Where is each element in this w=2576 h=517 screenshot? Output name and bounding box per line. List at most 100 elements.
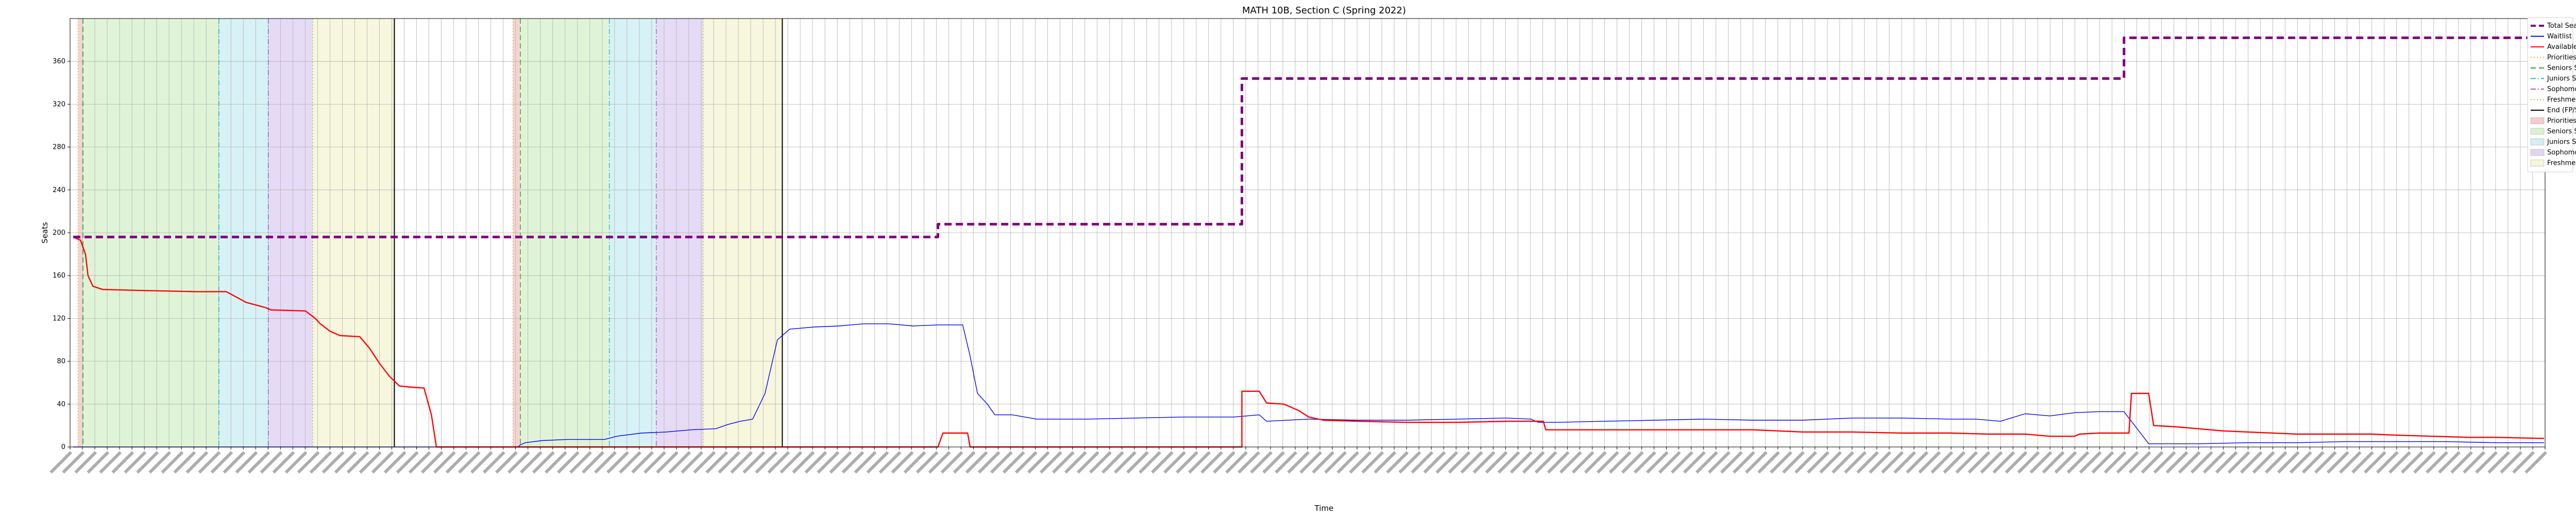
x-tick-label	[1398, 451, 1421, 474]
x-tick-label	[643, 451, 667, 474]
legend-label: Freshmen Start	[2547, 96, 2576, 104]
x-tick-label	[681, 451, 704, 474]
x-tick-label	[495, 451, 518, 474]
x-tick-label	[1287, 451, 1310, 474]
x-tick-label	[2388, 451, 2411, 474]
x-tick-label	[569, 451, 592, 474]
x-tick-label	[371, 451, 394, 474]
y-tick-label: 80	[57, 358, 65, 366]
x-tick-label	[1992, 451, 2015, 474]
x-tick-label	[990, 451, 1013, 474]
y-axis-label: Seats	[40, 222, 49, 244]
x-tick-label	[693, 451, 716, 474]
x-tick-label	[2289, 451, 2312, 474]
x-tick-label	[2190, 451, 2213, 474]
x-tick-label	[594, 451, 617, 474]
x-tick-label	[1324, 451, 1347, 474]
x-tick-label	[1720, 451, 1743, 474]
x-tick-label	[1782, 451, 1805, 474]
x-tick-label	[1646, 451, 1669, 474]
x-tick-label	[2524, 451, 2548, 474]
x-tick-label	[1534, 451, 1557, 474]
legend-label: Total Seats	[2547, 22, 2576, 30]
x-tick-label	[1200, 451, 1223, 474]
legend-label: Juniors Start	[2547, 139, 2576, 146]
x-tick-label	[1250, 451, 1273, 474]
x-tick-label	[1943, 451, 1966, 474]
x-tick-label	[940, 451, 963, 474]
x-tick-label	[408, 451, 431, 474]
x-tick-label	[2029, 451, 2053, 474]
x-tick-label	[2141, 451, 2164, 474]
x-tick-label	[532, 451, 555, 474]
x-tick-label	[817, 451, 840, 474]
x-tick-label	[2252, 451, 2275, 474]
x-tick-label	[1869, 451, 1892, 474]
x-tick-label	[235, 451, 258, 474]
x-tick-label	[1101, 451, 1124, 474]
x-tick-label	[705, 451, 728, 474]
x-tick-label	[1670, 451, 1693, 474]
x-tick-label	[841, 451, 865, 474]
x-tick-label	[520, 451, 543, 474]
x-tick-label	[582, 451, 604, 474]
x-tick-label	[1275, 451, 1298, 474]
x-tick-label	[161, 451, 184, 474]
x-tick-label	[1906, 451, 1929, 474]
x-tick-label	[148, 451, 172, 474]
x-tick-label	[2240, 451, 2263, 474]
x-tick-label	[656, 451, 679, 474]
x-tick-label	[346, 451, 369, 474]
x-tick-label	[1596, 451, 1619, 474]
x-tick-label	[1707, 451, 1731, 474]
x-tick-label	[1472, 451, 1496, 474]
x-tick-label	[1151, 451, 1174, 474]
x-tick-label	[1633, 451, 1656, 474]
y-tick-label: 280	[53, 144, 65, 151]
x-tick-label	[2364, 451, 2386, 474]
series-total-seats	[73, 36, 2544, 238]
legend-swatch-sophomores-start	[2530, 149, 2545, 156]
x-tick-label	[2413, 451, 2436, 474]
x-tick-label	[1794, 451, 1817, 474]
x-tick-label	[1386, 451, 1409, 474]
x-tick-label	[1695, 451, 1718, 474]
x-tick-label	[891, 451, 914, 474]
x-tick-label	[631, 451, 654, 474]
x-tick-label	[779, 451, 803, 474]
x-tick-label	[383, 451, 406, 474]
x-tick-label	[2128, 451, 2151, 474]
x-tick-label	[977, 451, 1001, 474]
x-tick-label	[2338, 451, 2362, 474]
x-tick-label	[1608, 451, 1632, 474]
x-tick-label	[260, 451, 283, 474]
x-tick-label	[2438, 451, 2461, 474]
x-tick-label	[2215, 451, 2238, 474]
x-tick-label	[1968, 451, 1991, 474]
x-tick-label	[1163, 451, 1186, 474]
x-tick-label	[359, 451, 382, 474]
x-tick-label	[87, 451, 110, 474]
x-tick-label	[124, 451, 147, 474]
x-tick-label	[718, 451, 741, 474]
x-tick-label	[507, 451, 530, 474]
y-tick-label: 120	[53, 315, 65, 322]
x-tick-label	[2153, 451, 2176, 474]
legend-label: End (FP/SP)	[2547, 107, 2576, 114]
x-tick-label	[668, 451, 691, 474]
legend-label: Juniors Start	[2547, 75, 2576, 83]
x-tick-label	[1856, 451, 1879, 474]
x-tick-label	[334, 451, 357, 474]
x-tick-label	[136, 451, 159, 474]
x-tick-label	[297, 451, 320, 474]
legend-label: Sophomores Start	[2547, 149, 2576, 157]
x-tick-label	[1076, 451, 1099, 474]
x-tick-label	[1299, 451, 1323, 474]
x-tick-label	[619, 451, 642, 474]
x-tick-label	[1485, 451, 1508, 474]
x-tick-label	[792, 451, 815, 474]
x-tick-label	[247, 451, 270, 474]
x-tick-label	[1435, 451, 1459, 474]
x-tick-label	[854, 451, 877, 474]
x-tick-label	[433, 451, 456, 474]
